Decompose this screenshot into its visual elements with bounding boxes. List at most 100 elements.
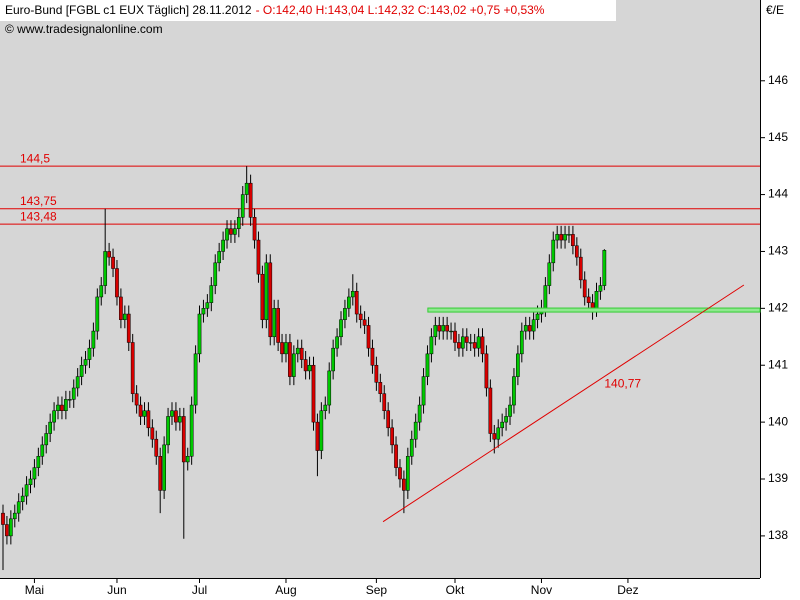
- x-tick-label: Okt: [446, 583, 465, 597]
- candle-body: [295, 347, 300, 355]
- candle-body: [433, 325, 438, 338]
- candle-body: [264, 262, 269, 320]
- candle-body: [335, 336, 339, 349]
- candle-body: [79, 364, 84, 377]
- candle-body: [484, 353, 489, 389]
- candle-body: [496, 427, 501, 440]
- candle-body: [602, 250, 607, 286]
- candle-body: [52, 410, 56, 423]
- trend-label: 140,77: [604, 376, 641, 390]
- candle-body: [197, 313, 202, 355]
- candle-body: [229, 228, 233, 235]
- support-line: [427, 307, 761, 313]
- candle-body: [185, 456, 190, 463]
- candle-body: [488, 387, 493, 434]
- x-tick-label: Jun: [107, 583, 126, 597]
- candle-body: [299, 347, 304, 360]
- candle-body: [40, 444, 45, 457]
- candle-body: [291, 353, 296, 377]
- candle-body: [205, 302, 210, 309]
- candle-body: [421, 376, 426, 406]
- y-tick-label: 146: [768, 73, 788, 87]
- y-tick-label: 144: [768, 187, 788, 201]
- candle-body: [402, 478, 406, 491]
- header-bg: [0, 0, 616, 21]
- candle-body: [115, 268, 119, 298]
- candle-body: [358, 313, 363, 320]
- candle-body: [225, 228, 229, 241]
- candle-body: [12, 512, 17, 520]
- candle-body: [378, 382, 383, 394]
- candle-body: [181, 416, 186, 463]
- candle-body: [571, 234, 575, 247]
- candle-body: [331, 347, 335, 372]
- candle-body: [405, 456, 410, 491]
- candle-body: [480, 336, 485, 355]
- candle-body: [256, 239, 261, 275]
- source: © www.tradesignalonline.com: [5, 22, 163, 36]
- x-tick-label: Mai: [25, 583, 44, 597]
- candle-body: [111, 256, 115, 269]
- candle-body: [492, 433, 497, 440]
- candle-body: [221, 239, 225, 252]
- candle-body: [559, 234, 563, 241]
- candle-body: [284, 342, 288, 355]
- candle-body: [417, 404, 422, 423]
- candle-body: [441, 325, 446, 332]
- candle-body: [150, 427, 155, 440]
- candle-body: [512, 376, 516, 406]
- x-tick-label: Sep: [366, 583, 388, 597]
- candle-body: [244, 182, 249, 195]
- candle-body: [162, 444, 166, 491]
- candle-body: [126, 313, 131, 343]
- candle-body: [551, 239, 556, 264]
- candle-body: [60, 404, 64, 411]
- candle-body: [382, 393, 387, 411]
- x-tick-label: Dez: [617, 583, 638, 597]
- candle-body: [323, 404, 328, 411]
- candle-body: [233, 228, 237, 235]
- candle-body: [582, 279, 587, 298]
- candle-body: [531, 319, 536, 332]
- candle-body: [83, 359, 88, 366]
- candle-body: [516, 353, 520, 377]
- candle-body: [122, 313, 127, 320]
- candle-body: [130, 342, 135, 394]
- candle-body: [543, 285, 548, 309]
- candle-body: [91, 330, 96, 349]
- candle-body: [504, 416, 508, 423]
- trend-line: [382, 284, 745, 523]
- candle-body: [307, 364, 312, 372]
- x-tick-label: Nov: [531, 583, 552, 597]
- candle-body: [8, 518, 13, 537]
- candle-body: [67, 399, 72, 401]
- candle-body: [119, 296, 123, 320]
- candle-body: [276, 308, 280, 343]
- candle-body: [409, 438, 414, 457]
- candle-body: [146, 410, 151, 429]
- candle-body: [476, 336, 481, 349]
- candle-body: [398, 467, 402, 480]
- candle-body: [44, 433, 49, 446]
- candle-body: [464, 336, 469, 343]
- candle-body: [248, 182, 253, 218]
- candle-body: [347, 296, 351, 309]
- candle-body: [201, 308, 206, 315]
- plot-area: [0, 0, 760, 578]
- candle-body: [563, 234, 567, 241]
- candle-body: [457, 342, 461, 349]
- level-label: 143,75: [20, 194, 57, 208]
- chart-title: Euro-Bund [FGBL c1 EUX Täglich] 28.11.20…: [5, 3, 545, 17]
- candle-body: [461, 336, 465, 349]
- candle-body: [519, 330, 524, 355]
- candle-body: [319, 410, 324, 451]
- level-label: 143,48: [20, 209, 57, 223]
- y-tick-label: 139: [768, 471, 788, 485]
- y-tick-label: 138: [768, 528, 788, 542]
- candle-body: [354, 291, 359, 315]
- candle-body: [535, 313, 540, 320]
- quote: - O:142,40 H:143,04 L:142,32 C:143,02 +0…: [256, 3, 545, 17]
- candle-body: [445, 325, 449, 332]
- candle-body: [527, 325, 532, 332]
